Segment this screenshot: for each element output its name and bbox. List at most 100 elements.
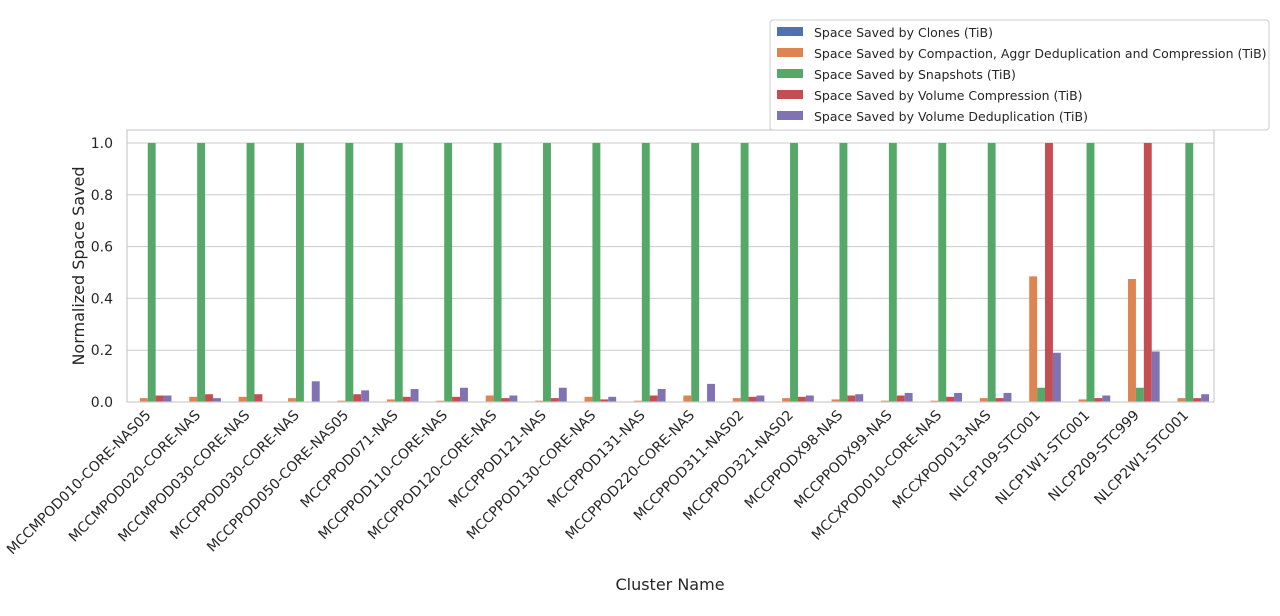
bar (888, 142, 897, 402)
bar (444, 142, 453, 402)
x-tick-label: MCCPPOD071-NAS (298, 407, 402, 511)
y-tick-label: 1.0 (91, 136, 113, 152)
legend-swatch (777, 48, 803, 57)
bar (1045, 142, 1053, 402)
bar (756, 395, 765, 402)
bar (790, 142, 798, 402)
x-tick-label: NLCP109-STC001 (947, 408, 1044, 505)
bar (1094, 398, 1103, 402)
bar (205, 394, 213, 402)
legend-box (769, 19, 1270, 131)
bar (147, 142, 156, 402)
y-axis-ticks: 0.0 0.2 0.4 0.6 0.8 1.0 (91, 136, 113, 411)
x-tick-label: MCCPPODX98-NAS (742, 407, 847, 512)
x-tick-label: NLCP209-STC999 (1046, 408, 1143, 505)
bar (238, 396, 247, 402)
bar (550, 398, 559, 402)
bar (436, 400, 445, 402)
bar (1102, 395, 1111, 402)
bar (386, 399, 395, 402)
bar (979, 398, 988, 402)
bar (295, 142, 304, 402)
bar (353, 394, 362, 402)
bar (707, 383, 715, 402)
bar (954, 392, 963, 402)
bar (246, 142, 255, 402)
bar (394, 142, 403, 402)
bar (600, 399, 609, 402)
bar (938, 142, 947, 402)
bar (1201, 394, 1210, 402)
bar (946, 396, 955, 402)
legend-swatch (777, 90, 803, 99)
x-axis-ticks: MCCMPOD010-CORE-NAS05MCCMPOD020-CORE-NAS… (4, 407, 1192, 558)
bar (683, 395, 692, 402)
x-tick-label: NLCP2W1-STC001 (1091, 408, 1192, 509)
x-tick-label: NLCP1W1-STC001 (993, 408, 1094, 509)
legend-label: Space Saved by Volume Deduplication (TiB… (814, 109, 1088, 124)
bar (1143, 142, 1152, 402)
x-tick-label: MCCXPOD013-NAS (890, 407, 995, 512)
x-axis-title: Cluster Name (615, 575, 724, 594)
bar (732, 398, 741, 402)
bar (987, 142, 996, 402)
bar (657, 389, 666, 402)
legend-label: Space Saved by Compaction, Aggr Deduplic… (814, 46, 1267, 61)
bar (1185, 142, 1194, 402)
legend-label: Space Saved by Snapshots (TiB) (814, 67, 1016, 82)
bar (410, 389, 419, 402)
bar (155, 395, 164, 402)
y-tick-label: 0.6 (91, 240, 113, 256)
bars (139, 142, 1210, 402)
bar (212, 398, 221, 402)
bar (493, 142, 502, 402)
bar (995, 398, 1004, 402)
bar (1151, 351, 1160, 402)
bar (337, 400, 346, 402)
bar (748, 396, 757, 402)
bar (831, 399, 840, 402)
bar (139, 398, 148, 402)
bar (740, 142, 749, 402)
bar (584, 396, 593, 402)
bar (558, 387, 567, 402)
bar (163, 395, 172, 402)
y-tick-label: 0.0 (91, 395, 113, 411)
legend-swatch (777, 69, 803, 78)
legend-label: Space Saved by Volume Compression (TiB) (814, 88, 1083, 103)
bar (904, 392, 913, 402)
bar (345, 142, 354, 402)
bar (855, 394, 864, 402)
bar (1078, 399, 1087, 402)
bar (543, 142, 551, 402)
x-tick-label: MCCPPOD131-NAS (545, 407, 649, 511)
bar (1177, 398, 1186, 402)
y-tick-label: 0.2 (91, 343, 113, 359)
bar (691, 142, 700, 402)
bar (847, 395, 856, 402)
legend-swatch (777, 111, 803, 120)
bar (197, 142, 206, 402)
bar (1052, 352, 1061, 402)
bar (592, 142, 601, 402)
bar (1135, 387, 1144, 402)
y-axis-title: Normalized Space Saved (69, 166, 88, 365)
bar (930, 400, 939, 402)
bar (535, 400, 544, 402)
plot-frame (126, 129, 1215, 403)
legend-label: Space Saved by Clones (TiB) (814, 25, 993, 40)
x-tick-label: MCCPPOD121-NAS (446, 407, 550, 511)
bar (288, 398, 296, 402)
bar (361, 390, 370, 402)
bar (1128, 278, 1136, 402)
bar (608, 396, 617, 402)
bar (797, 396, 806, 402)
bar (880, 400, 889, 402)
bar (311, 381, 320, 402)
bar (1086, 142, 1095, 402)
bar (189, 396, 198, 402)
bar (839, 142, 848, 402)
bar (452, 396, 461, 402)
bar (1037, 387, 1046, 402)
bar (896, 395, 905, 402)
